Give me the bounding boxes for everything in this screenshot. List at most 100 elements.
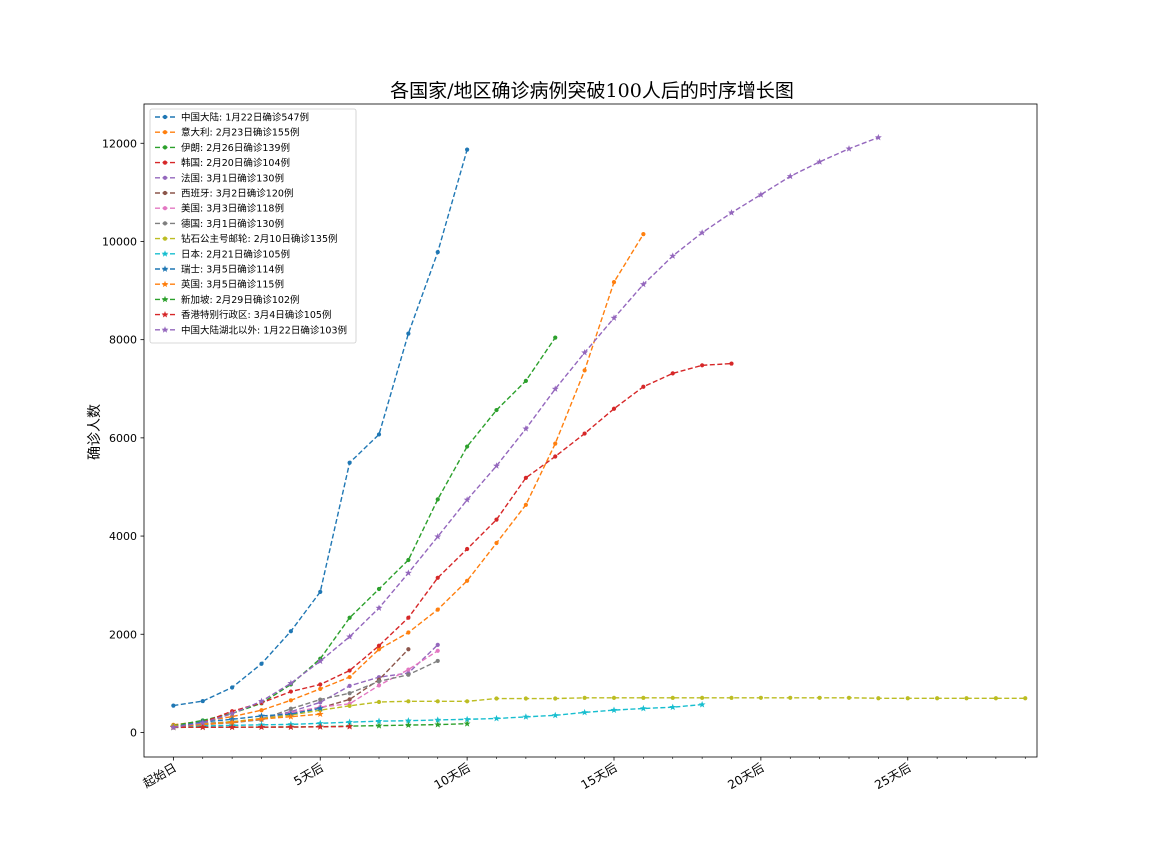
- data-point: [199, 719, 207, 726]
- data-point: [228, 710, 236, 717]
- y-tick-label: 0: [130, 726, 137, 739]
- x-tick-label: 20天后: [725, 760, 766, 792]
- legend-label: 香港特别行政区: 3月4日确诊105例: [181, 309, 331, 321]
- data-point: [230, 685, 235, 690]
- legend-box: [149, 108, 357, 344]
- series-line: [173, 149, 468, 707]
- data-point: [553, 335, 558, 340]
- legend-label: 美国: 3月3日确诊118例: [181, 203, 284, 215]
- data-point: [757, 191, 765, 198]
- data-point: [845, 145, 853, 152]
- data-point: [729, 361, 734, 366]
- data-point: [846, 695, 852, 700]
- series-8: [171, 695, 1028, 728]
- data-point: [465, 444, 470, 449]
- data-point: [169, 723, 177, 731]
- legend-label: 瑞士: 3月5日确诊114例: [181, 264, 284, 276]
- data-point: [553, 454, 558, 459]
- data-point: [258, 715, 265, 722]
- x-tick-label: 25天后: [872, 760, 913, 792]
- series-line: [173, 697, 1026, 727]
- data-point: [494, 517, 499, 522]
- data-point: [404, 569, 412, 576]
- chart-title: 各国家/地区确诊病例突破100人后的时序增长图: [390, 80, 794, 102]
- legend-marker: [161, 311, 169, 318]
- legend-marker: [162, 206, 168, 211]
- series-3: [171, 361, 734, 730]
- x-tick-label: 15天后: [578, 760, 619, 792]
- legend-label: 钻石公主号邮轮: 2月10日确诊135例: [181, 233, 338, 245]
- data-point: [318, 682, 323, 687]
- data-point: [698, 700, 706, 708]
- data-point: [522, 713, 530, 720]
- data-point: [288, 629, 293, 634]
- data-point: [435, 575, 440, 580]
- data-point: [465, 578, 470, 583]
- legend-marker: [162, 236, 168, 241]
- series-4: [171, 642, 440, 729]
- series-line: [173, 644, 439, 727]
- data-point: [287, 679, 295, 687]
- series-line: [173, 337, 556, 727]
- data-point: [639, 280, 647, 288]
- data-point: [406, 615, 411, 620]
- legend-marker: [162, 221, 168, 226]
- data-point: [551, 711, 559, 719]
- data-point: [669, 703, 677, 711]
- data-point: [876, 696, 881, 701]
- data-point: [376, 647, 382, 652]
- data-point: [435, 250, 440, 255]
- data-point: [258, 723, 265, 731]
- data-point: [376, 586, 382, 592]
- data-point: [346, 633, 354, 640]
- legend-marker: [161, 280, 169, 288]
- data-point: [611, 695, 617, 700]
- legend-label: 中国大陆湖北以外: 1月22日确诊103例: [181, 324, 347, 336]
- data-point: [406, 557, 411, 563]
- data-point: [465, 546, 470, 552]
- data-point: [435, 699, 440, 704]
- data-point: [434, 721, 442, 728]
- data-point: [376, 679, 382, 684]
- data-point: [551, 385, 559, 392]
- legend-label: 伊朗: 2月26日确诊139例: [181, 142, 290, 154]
- series-2: [171, 335, 558, 728]
- data-point: [347, 703, 352, 708]
- data-point: [523, 475, 528, 480]
- data-point: [435, 497, 440, 502]
- y-tick-label: 2000: [109, 628, 137, 641]
- data-point: [288, 706, 293, 711]
- legend-label: 意大利: 2月23日确诊155例: [181, 127, 300, 139]
- data-point: [728, 209, 735, 216]
- legend-label: 日本: 2月21日确诊105例: [181, 248, 290, 260]
- data-point: [494, 696, 499, 701]
- data-point: [406, 672, 411, 677]
- data-point: [287, 723, 295, 731]
- data-point: [582, 695, 587, 700]
- data-point: [523, 502, 528, 507]
- legend-marker: [162, 114, 168, 120]
- series-line: [173, 713, 321, 728]
- plot-frame: [143, 103, 1038, 758]
- data-point: [494, 540, 499, 546]
- data-point: [935, 696, 940, 701]
- legend-label: 英国: 3月5日确诊115例: [181, 279, 284, 291]
- data-point: [316, 710, 324, 718]
- y-tick-label: 6000: [109, 432, 137, 445]
- data-point: [435, 658, 440, 664]
- data-point: [758, 695, 763, 700]
- data-point: [435, 642, 440, 647]
- legend-marker: [161, 295, 169, 303]
- data-point: [493, 714, 500, 722]
- legend-marker: [161, 265, 169, 272]
- data-point: [316, 657, 324, 665]
- data-point: [406, 667, 411, 672]
- data-point: [582, 368, 587, 373]
- data-point: [258, 697, 265, 705]
- legend-marker: [162, 160, 168, 165]
- data-point: [347, 683, 352, 688]
- data-point: [786, 172, 794, 180]
- legend-label: 法国: 3月1日确诊130例: [181, 172, 284, 184]
- data-point: [522, 425, 530, 432]
- legend-label: 新加坡: 2月29日确诊102例: [181, 294, 300, 306]
